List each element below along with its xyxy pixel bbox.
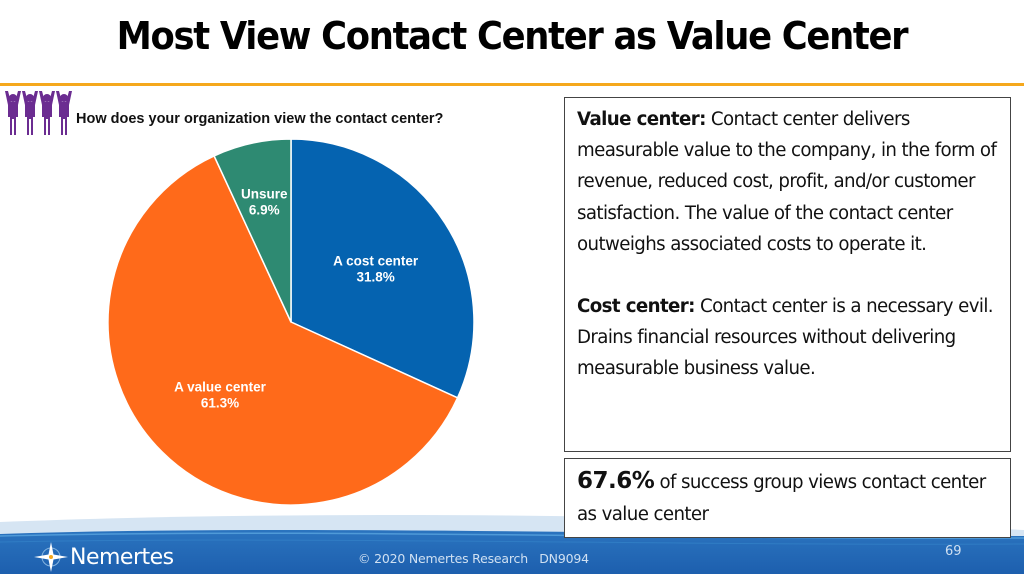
compass-star-icon bbox=[34, 542, 68, 572]
callout-text: of success group views contact center as… bbox=[577, 472, 986, 525]
person-figure bbox=[39, 91, 55, 135]
brand-logo: Nemertes bbox=[34, 542, 174, 572]
cost-center-text: Contact center is a necessary evil. Drai… bbox=[577, 296, 994, 380]
pie-slice-a-value-center bbox=[107, 154, 459, 506]
brand-name: Nemertes bbox=[70, 544, 174, 570]
slice-value-label: 6.9% bbox=[249, 202, 280, 217]
slice-value-label: 61.3% bbox=[201, 395, 239, 410]
value-center-definition: Value center: Contact center delivers me… bbox=[577, 104, 998, 260]
people-cheering-icon bbox=[5, 91, 72, 135]
copyright-text: © 2020 Nemertes Research DN9094 bbox=[358, 551, 589, 566]
slice-label: A cost center bbox=[333, 254, 419, 269]
callout-stat: 67.6% bbox=[577, 468, 655, 494]
slice-label: Unsure bbox=[241, 186, 288, 201]
page-number: 69 bbox=[945, 544, 962, 559]
cost-center-definition: Cost center: Contact center is a necessa… bbox=[577, 291, 998, 385]
slice-label: A value center bbox=[174, 379, 267, 394]
slide-title: Most View Contact Center as Value Center bbox=[116, 14, 909, 58]
person-figure bbox=[22, 91, 38, 135]
definitions-box: Value center: Contact center delivers me… bbox=[564, 97, 1011, 452]
person-figure bbox=[56, 91, 72, 135]
slice-value-label: 31.8% bbox=[357, 270, 395, 285]
person-figure bbox=[5, 91, 21, 135]
value-center-term: Value center: bbox=[577, 109, 706, 130]
pie-slice-unsure bbox=[213, 138, 292, 323]
value-center-text: Contact center delivers measurable value… bbox=[577, 109, 997, 255]
pie-slice-a-cost-center bbox=[290, 138, 475, 399]
survey-question: How does your organization view the cont… bbox=[76, 111, 444, 127]
callout-box: 67.6% of success group views contact cen… bbox=[564, 458, 1011, 538]
title-divider bbox=[0, 83, 1024, 86]
cost-center-term: Cost center: bbox=[577, 296, 695, 318]
